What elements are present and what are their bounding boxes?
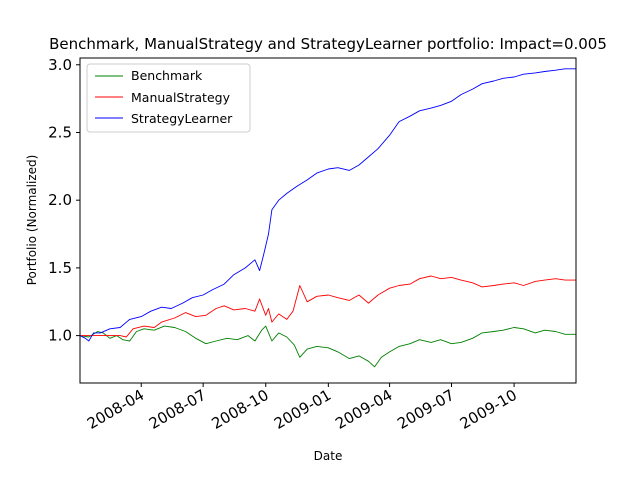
plot-lines [79, 68, 576, 368]
y-tick-label: 3.0 [48, 56, 72, 74]
x-axis-label: Date [314, 449, 343, 463]
series-line-benchmark [79, 325, 576, 368]
series-line-manualstrategy [80, 275, 576, 338]
plot-frame [79, 57, 577, 384]
series-line-strategylearner [79, 68, 576, 342]
legend: Benchmark ManualStrategy StrategyLearner [86, 63, 251, 133]
legend-label-manualstrategy: ManualStrategy [131, 90, 231, 105]
legend-label-benchmark: Benchmark [131, 68, 203, 83]
y-tick-label: 2.0 [48, 191, 72, 209]
legend-frame [86, 63, 251, 133]
y-axis-label: Portfolio (Normalized) [25, 155, 39, 286]
chart-title: Benchmark, ManualStrategy and StrategyLe… [49, 35, 607, 53]
y-tick-label: 1.0 [48, 327, 72, 345]
y-tick-label: 1.5 [48, 259, 72, 277]
y-tick-label: 2.5 [48, 123, 72, 141]
y-axis-ticks: 1.0 1.5 2.0 2.5 3.0 [48, 56, 80, 345]
legend-label-strategylearner: StrategyLearner [131, 111, 233, 126]
